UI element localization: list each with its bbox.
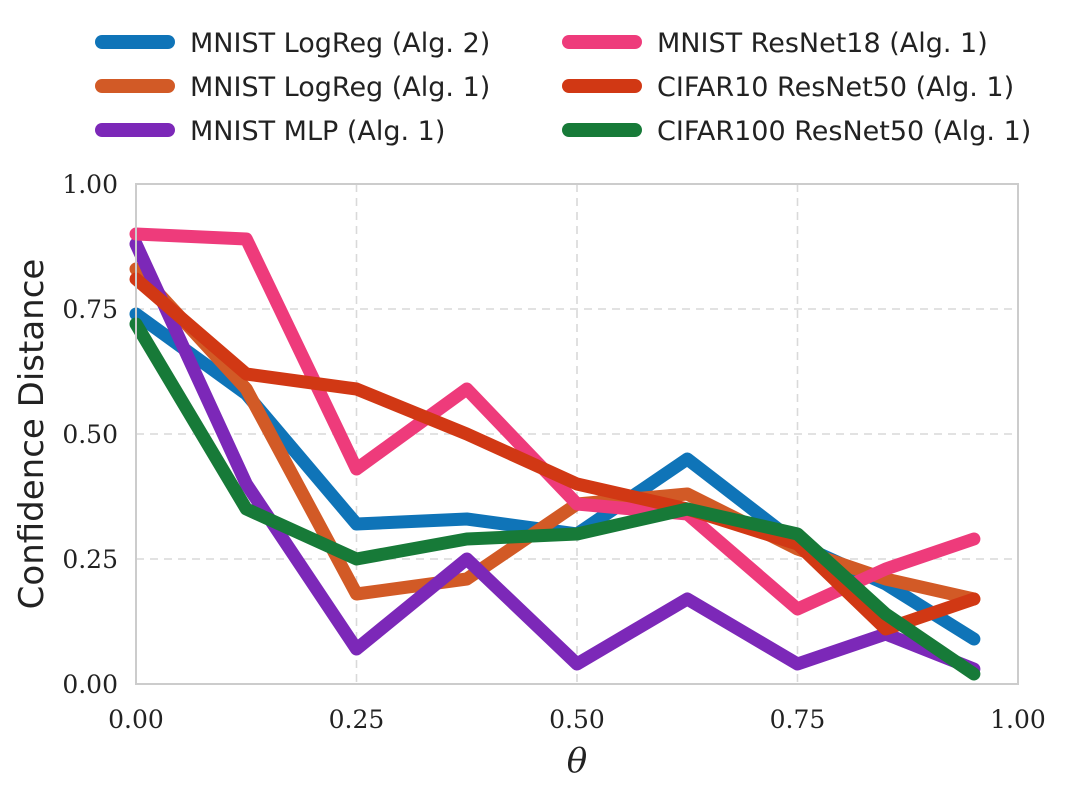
series-line-3 <box>129 237 981 676</box>
legend-item-4: MNIST ResNet18 (Alg. 1) <box>562 28 988 59</box>
legend-label: MNIST MLP (Alg. 1) <box>190 116 445 147</box>
series-line-6 <box>129 317 981 681</box>
legend-item-2: MNIST LogReg (Alg. 1) <box>95 72 490 103</box>
x-axis-title: θ <box>567 741 587 781</box>
legend-item-1: MNIST LogReg (Alg. 2) <box>95 28 490 59</box>
legend-item-5: CIFAR10 ResNet50 (Alg. 1) <box>562 72 1014 103</box>
legend-label: MNIST ResNet18 (Alg. 1) <box>657 28 988 59</box>
x-tick-label: 0.25 <box>329 705 385 734</box>
y-tick-label: 0.25 <box>62 545 118 574</box>
series-line-5 <box>129 272 981 636</box>
x-tick-label: 0.00 <box>108 705 164 734</box>
x-tick-label: 1.00 <box>990 705 1046 734</box>
legend-label: MNIST LogReg (Alg. 2) <box>190 28 490 59</box>
y-tick-label: 0.75 <box>62 295 118 324</box>
legend: MNIST LogReg (Alg. 2) MNIST LogReg (Alg. … <box>95 28 1031 147</box>
y-tick-label: 0.00 <box>62 670 118 699</box>
legend-label: CIFAR10 ResNet50 (Alg. 1) <box>657 72 1014 103</box>
plot-frame <box>135 183 1019 685</box>
y-axis-title: Confidence Distance <box>12 259 52 610</box>
tick-labels: 0.00 0.25 0.50 0.75 1.00 0.00 0.25 0.50 0.75 1.00 <box>62 170 1046 734</box>
x-tick-label: 0.75 <box>770 705 826 734</box>
legend-item-3: MNIST MLP (Alg. 1) <box>95 116 445 147</box>
legend-label: CIFAR100 ResNet50 (Alg. 1) <box>657 116 1031 147</box>
y-tick-label: 1.00 <box>62 170 118 199</box>
x-tick-label: 0.50 <box>549 705 605 734</box>
series-layer <box>129 227 981 681</box>
y-tick-label: 0.50 <box>62 420 118 449</box>
series-line-2 <box>129 262 981 606</box>
legend-item-6: CIFAR100 ResNet50 (Alg. 1) <box>562 116 1031 147</box>
legend-label: MNIST LogReg (Alg. 1) <box>190 72 490 103</box>
